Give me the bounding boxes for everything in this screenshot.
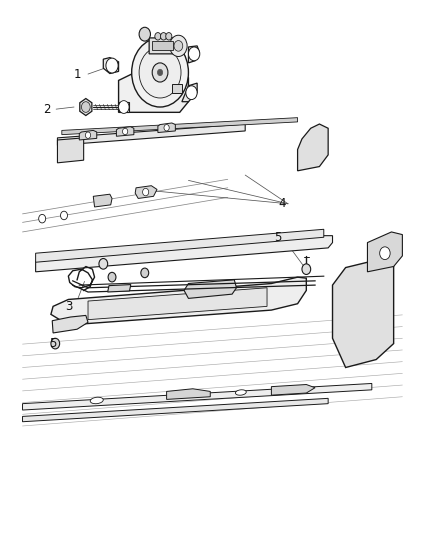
Polygon shape <box>172 84 182 93</box>
Polygon shape <box>166 389 210 399</box>
Polygon shape <box>272 384 315 395</box>
Text: 4: 4 <box>279 197 286 211</box>
Circle shape <box>143 188 149 196</box>
Circle shape <box>139 47 181 98</box>
Circle shape <box>164 125 169 131</box>
Polygon shape <box>62 118 297 135</box>
Circle shape <box>99 259 108 269</box>
Polygon shape <box>51 277 306 325</box>
Circle shape <box>139 27 150 41</box>
Circle shape <box>302 264 311 274</box>
Circle shape <box>186 86 197 100</box>
Circle shape <box>123 128 128 135</box>
Polygon shape <box>93 194 112 207</box>
Circle shape <box>119 101 129 114</box>
Circle shape <box>106 58 118 73</box>
Polygon shape <box>119 102 129 112</box>
Circle shape <box>141 268 149 278</box>
Polygon shape <box>35 229 324 262</box>
Polygon shape <box>367 232 403 272</box>
Polygon shape <box>22 398 328 422</box>
Polygon shape <box>80 99 92 116</box>
Text: 3: 3 <box>65 300 72 313</box>
Circle shape <box>108 272 116 282</box>
Polygon shape <box>52 316 88 333</box>
Text: 2: 2 <box>43 103 50 116</box>
Polygon shape <box>57 138 84 163</box>
Circle shape <box>174 41 183 51</box>
Polygon shape <box>79 131 97 140</box>
Ellipse shape <box>90 397 103 403</box>
Circle shape <box>51 338 60 349</box>
Circle shape <box>81 102 90 112</box>
Polygon shape <box>119 64 188 112</box>
Polygon shape <box>332 260 394 368</box>
Polygon shape <box>188 46 199 63</box>
Polygon shape <box>158 123 175 133</box>
Polygon shape <box>184 280 237 298</box>
Polygon shape <box>108 285 131 292</box>
Circle shape <box>380 247 390 260</box>
Circle shape <box>170 35 187 56</box>
Polygon shape <box>117 127 134 136</box>
Text: 1: 1 <box>73 68 81 80</box>
Polygon shape <box>22 383 372 410</box>
Circle shape <box>85 132 91 139</box>
Circle shape <box>166 33 172 40</box>
Circle shape <box>152 63 168 82</box>
Ellipse shape <box>235 390 246 395</box>
Polygon shape <box>57 124 245 146</box>
Polygon shape <box>103 58 119 74</box>
Polygon shape <box>35 236 332 272</box>
Circle shape <box>132 38 188 107</box>
Circle shape <box>60 211 67 220</box>
Circle shape <box>188 47 200 61</box>
Circle shape <box>39 214 46 223</box>
Polygon shape <box>182 83 197 102</box>
Polygon shape <box>88 288 267 320</box>
Polygon shape <box>297 124 328 171</box>
Circle shape <box>155 33 161 40</box>
Polygon shape <box>135 185 157 198</box>
Circle shape <box>160 33 166 40</box>
Text: 5: 5 <box>49 337 57 350</box>
Polygon shape <box>152 41 173 50</box>
Text: 5: 5 <box>274 231 282 244</box>
Circle shape <box>157 69 162 76</box>
Polygon shape <box>149 38 177 54</box>
